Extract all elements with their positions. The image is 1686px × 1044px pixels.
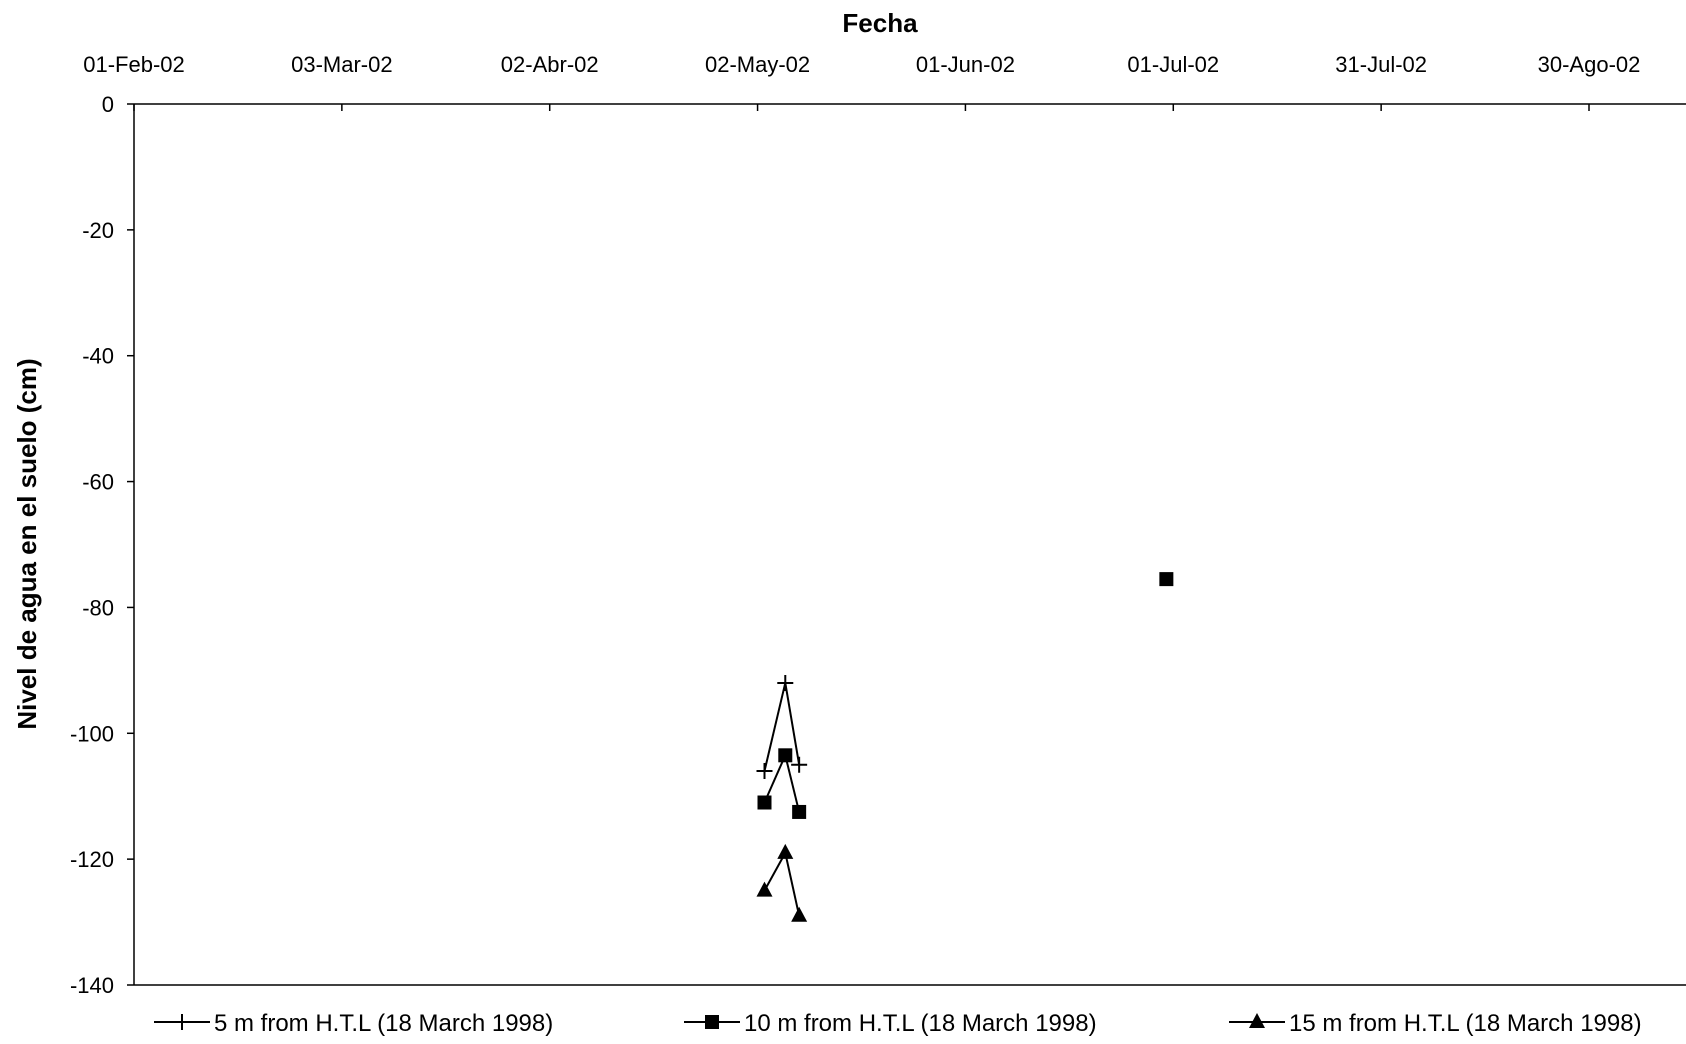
series-line-segment — [763, 852, 787, 892]
y-tick-label: -140 — [70, 973, 114, 998]
y-tick-label: -80 — [82, 595, 114, 620]
legend-label: 5 m from H.T.L (18 March 1998) — [214, 1010, 553, 1037]
y-tick-label: 0 — [102, 92, 114, 117]
data-point — [757, 795, 772, 810]
series-line-segment — [784, 682, 801, 765]
series-line-segment — [784, 755, 801, 813]
y-tick-label: -20 — [82, 218, 114, 243]
data-point — [791, 756, 808, 773]
legend-label: 15 m from H.T.L (18 March 1998) — [1289, 1010, 1642, 1037]
y-tick-label: -100 — [70, 721, 114, 746]
x-tick-label: 01-Jul-02 — [1127, 52, 1219, 77]
x-tick-label: 31-Jul-02 — [1335, 52, 1427, 77]
y-tick-label: -120 — [70, 847, 114, 872]
x-tick-label: 02-Abr-02 — [501, 52, 599, 77]
legend-marker — [705, 1015, 719, 1029]
y-tick-label: -60 — [82, 470, 114, 495]
x-ticks: 01-Feb-02 03-Mar-02 02-Abr-02 02-May-02 01-J… — [83, 52, 1640, 111]
y-ticks: 0 -20 -40 -60 -80 -100 -120 -140 — [70, 92, 134, 998]
data-point — [777, 674, 794, 691]
legend-marker — [174, 1014, 190, 1030]
y-axis-title: Nivel de agua en el suelo (cm) — [12, 358, 42, 729]
legend-label: 10 m from H.T.L (18 March 1998) — [744, 1010, 1097, 1037]
x-tick-label: 02-May-02 — [705, 52, 810, 77]
x-tick-label: 01-Feb-02 — [83, 52, 185, 77]
series-2 — [757, 572, 1174, 819]
series-layer — [756, 572, 1174, 922]
legend-item: 5 m from H.T.L (18 March 1998) — [154, 1010, 553, 1037]
data-point — [777, 843, 794, 859]
y-tick-label: -40 — [82, 344, 114, 369]
data-point — [756, 881, 773, 897]
series-line-segment — [784, 852, 801, 916]
x-tick-label: 30-Ago-02 — [1538, 52, 1641, 77]
data-point — [778, 748, 793, 763]
series-line-segment — [763, 682, 787, 772]
legend: 5 m from H.T.L (18 March 1998) 10 m from … — [154, 1010, 1642, 1037]
data-point — [792, 804, 807, 819]
data-point — [1159, 572, 1174, 587]
axes — [133, 103, 1686, 986]
series-1 — [756, 674, 808, 780]
x-tick-label: 01-Jun-02 — [916, 52, 1015, 77]
legend-item: 15 m from H.T.L (18 March 1998) — [1229, 1010, 1642, 1037]
legend-item: 10 m from H.T.L (18 March 1998) — [684, 1010, 1097, 1037]
x-tick-label: 03-Mar-02 — [291, 52, 392, 77]
series-line-segment — [763, 754, 787, 803]
series-3 — [756, 843, 808, 922]
data-point — [756, 763, 773, 780]
legend-marker — [1249, 1013, 1265, 1028]
x-axis-title: Fecha — [842, 8, 918, 38]
data-point — [791, 906, 808, 922]
